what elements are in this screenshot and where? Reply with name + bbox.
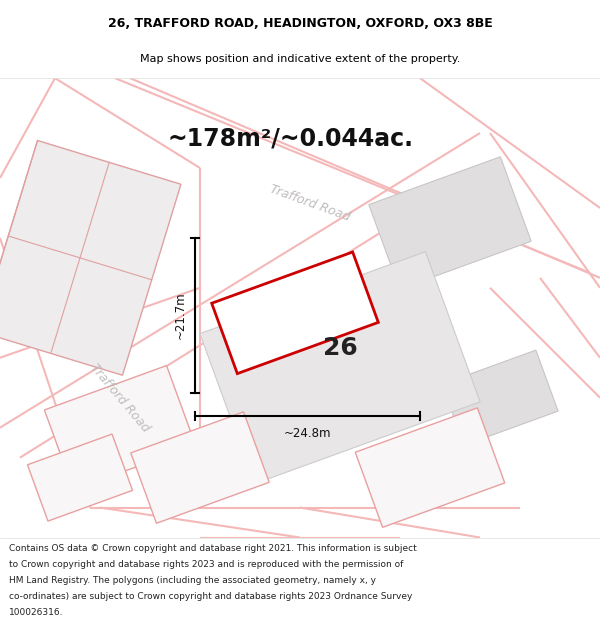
Text: Contains OS data © Crown copyright and database right 2021. This information is : Contains OS data © Crown copyright and d… (9, 544, 417, 552)
Text: co-ordinates) are subject to Crown copyright and database rights 2023 Ordnance S: co-ordinates) are subject to Crown copyr… (9, 592, 412, 601)
Text: ~24.8m: ~24.8m (284, 427, 331, 440)
Text: Trafford Road: Trafford Road (88, 361, 152, 434)
Text: to Crown copyright and database rights 2023 and is reproduced with the permissio: to Crown copyright and database rights 2… (9, 560, 403, 569)
Polygon shape (0, 141, 181, 375)
Polygon shape (369, 157, 531, 289)
Text: ~21.7m: ~21.7m (174, 291, 187, 339)
Polygon shape (355, 408, 505, 528)
Text: ~178m²/~0.044ac.: ~178m²/~0.044ac. (167, 126, 413, 150)
Polygon shape (212, 252, 379, 374)
Text: 100026316.: 100026316. (9, 608, 64, 618)
Polygon shape (28, 434, 133, 521)
Polygon shape (44, 366, 196, 490)
Polygon shape (442, 350, 558, 445)
Polygon shape (200, 252, 480, 484)
Text: HM Land Registry. The polygons (including the associated geometry, namely x, y: HM Land Registry. The polygons (includin… (9, 576, 376, 585)
Polygon shape (131, 412, 269, 523)
Text: 26: 26 (323, 336, 358, 360)
Text: Trafford Road: Trafford Road (268, 182, 352, 224)
Text: Map shows position and indicative extent of the property.: Map shows position and indicative extent… (140, 54, 460, 64)
Text: 26, TRAFFORD ROAD, HEADINGTON, OXFORD, OX3 8BE: 26, TRAFFORD ROAD, HEADINGTON, OXFORD, O… (107, 17, 493, 30)
